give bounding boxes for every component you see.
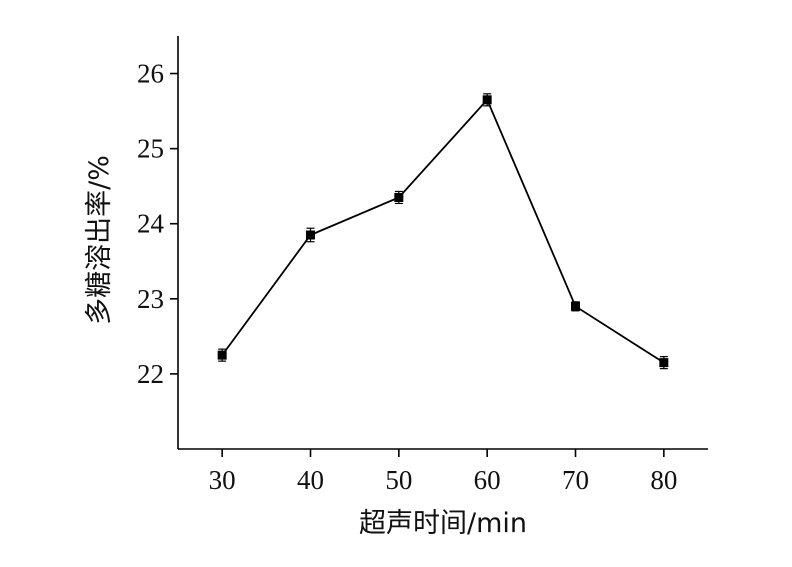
x-tick-label: 30 (209, 465, 236, 495)
y-tick-label: 26 (137, 59, 164, 89)
x-tick-label: 80 (650, 465, 677, 495)
series-layer (217, 93, 669, 370)
data-point-marker (571, 301, 580, 311)
x-axis-title: 超声时间/min (359, 508, 527, 539)
x-tick-label: 70 (562, 465, 589, 495)
x-tick-label: 50 (385, 465, 412, 495)
data-point-marker (482, 95, 492, 105)
y-axis-title: 多糖溶出率/% (84, 155, 115, 325)
series-line (221, 98, 665, 364)
y-tick-label: 22 (137, 359, 164, 389)
x-axis-ticks: 30 40 50 60 70 80 (209, 449, 677, 495)
x-tick-label: 40 (297, 465, 324, 495)
x-tick-label: 60 (474, 465, 501, 495)
data-point-marker (394, 192, 404, 202)
data-point-marker (306, 230, 315, 240)
y-tick-label: 24 (137, 209, 165, 239)
data-point-marker (217, 350, 227, 360)
y-tick-label: 23 (137, 284, 164, 314)
data-point-marker (659, 358, 669, 368)
y-tick-label: 25 (137, 134, 164, 164)
y-axis-ticks: 22 23 24 25 26 (137, 59, 178, 389)
